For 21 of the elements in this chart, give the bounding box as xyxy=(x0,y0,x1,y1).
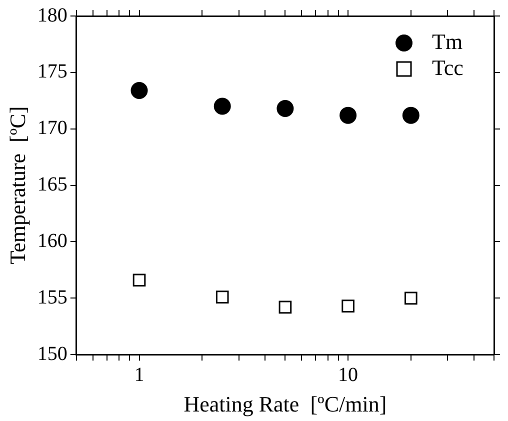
y-tick-label: 155 xyxy=(37,286,68,308)
x-tick-label: 10 xyxy=(338,364,358,386)
y-tick-label: 170 xyxy=(37,117,68,140)
point xyxy=(214,98,231,115)
point xyxy=(342,300,354,312)
legend-label: Tm xyxy=(432,28,463,54)
y-tick-label: 180 xyxy=(37,4,68,26)
point xyxy=(276,100,294,118)
y-tick-label: 175 xyxy=(37,60,68,83)
x-axis-title: Heating Rate [ºC/min] xyxy=(184,392,387,417)
legend-label: Tcc xyxy=(432,54,464,80)
y-tick-label: 150 xyxy=(37,342,68,365)
x-tick-label: 1 xyxy=(134,364,144,386)
y-axis-title: Temperature [ºC] xyxy=(4,106,30,264)
point xyxy=(402,106,420,124)
point xyxy=(278,300,292,314)
point xyxy=(404,292,418,305)
point xyxy=(340,106,357,124)
y-tick-label: 165 xyxy=(37,174,68,196)
point xyxy=(216,290,229,304)
y-tick-label: 160 xyxy=(37,230,68,252)
